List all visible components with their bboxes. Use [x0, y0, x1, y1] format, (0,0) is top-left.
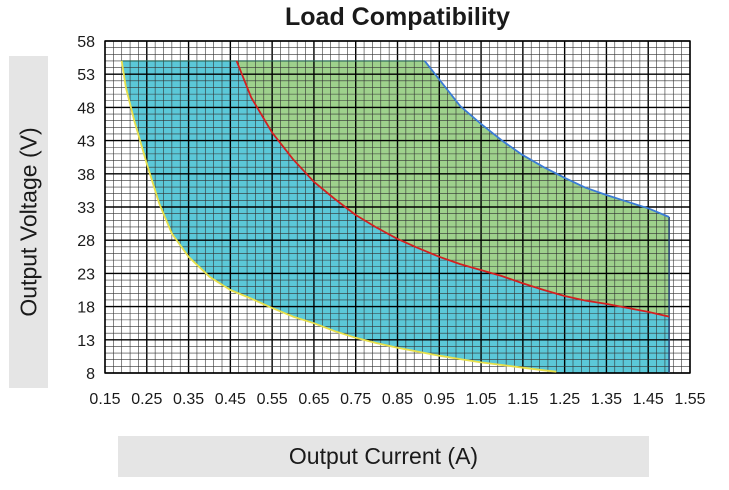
chart-areas	[121, 60, 670, 374]
x-tick-labels: 0.15 0.25 0.35 0.45 0.55 0.65 0.75 0.85 0.95 1.05…	[89, 391, 705, 408]
plot-border	[104, 40, 691, 374]
x-tick-label: 0.15	[89, 391, 120, 408]
x-tick-label: 0.65	[298, 391, 329, 408]
y-axis-label-box	[9, 56, 48, 388]
x-tick-label: 1.25	[549, 391, 580, 408]
y-tick-label: 8	[86, 366, 95, 383]
chart-title: Load Compatibility	[285, 3, 510, 31]
x-tick-label: 0.35	[173, 391, 204, 408]
blue-curve	[423, 60, 670, 218]
y-tick-labels: 58 53 48 43 38 33 28 23 18 13 8	[77, 34, 95, 383]
y-tick-label: 28	[77, 233, 95, 250]
yellow-curve	[120, 60, 557, 373]
x-tick-label: 0.85	[382, 391, 413, 408]
red-curve	[235, 60, 670, 318]
x-tick-label: 0.95	[424, 391, 455, 408]
green-region	[236, 60, 670, 317]
y-tick-label: 38	[77, 167, 95, 184]
chart-lines	[120, 60, 670, 373]
x-tick-label: 0.45	[215, 391, 246, 408]
x-tick-label: 1.55	[674, 391, 705, 408]
y-tick-label: 48	[77, 100, 95, 117]
y-tick-label: 43	[77, 134, 95, 151]
y-tick-label: 23	[77, 266, 95, 283]
cyan-region	[121, 60, 670, 374]
x-axis-label: Output Current (A)	[288, 443, 479, 469]
y-tick-label: 13	[77, 333, 95, 350]
x-tick-label: 1.05	[466, 391, 497, 408]
x-tick-label: 0.55	[257, 391, 288, 408]
y-tick-label: 53	[77, 67, 95, 84]
x-axis-label-box: Output Current (A)	[118, 436, 649, 477]
x-tick-label: 0.25	[131, 391, 162, 408]
y-tick-label: 33	[77, 200, 95, 217]
x-tick-label: 1.35	[591, 391, 622, 408]
x-tick-label: 1.45	[633, 391, 664, 408]
x-tick-label: 0.75	[340, 391, 371, 408]
y-tick-label: 18	[77, 300, 95, 317]
y-tick-label: 58	[77, 34, 95, 51]
x-tick-label: 1.15	[507, 391, 538, 408]
